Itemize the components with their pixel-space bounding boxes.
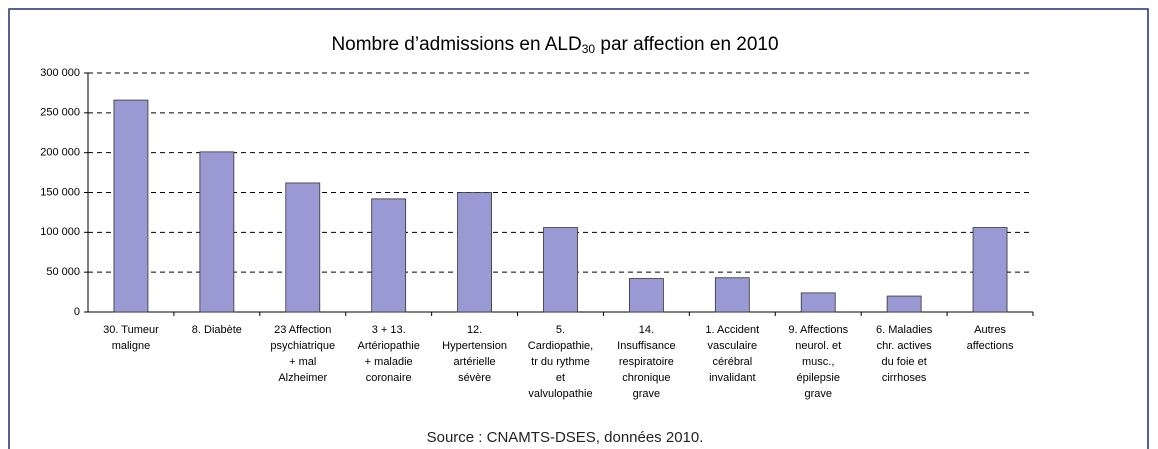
- x-tick-label: 14. Insuffisance respiratoire chronique grav…: [617, 324, 676, 400]
- x-tick-label-line: affections: [967, 340, 1014, 352]
- x-tick-label-line: coronaire: [366, 372, 412, 384]
- x-tick-label-line: 8. Diabète: [192, 324, 242, 336]
- x-tick-label: 8. Diabète: [192, 324, 242, 336]
- x-tick-label-line: chr. actives: [877, 340, 933, 352]
- x-tick-label-line: musc.,: [802, 356, 834, 368]
- x-tick-label-line: 23 Affection: [274, 324, 331, 336]
- x-tick-label-line: neurol. et: [795, 340, 841, 352]
- x-tick-label-line: Hypertension: [442, 340, 507, 352]
- bar: [972, 227, 1008, 313]
- x-tick-label-line: grave: [804, 388, 832, 400]
- y-tick-label: 100 000: [40, 226, 80, 238]
- x-tick-label-line: Insuffisance: [617, 340, 676, 352]
- bar: [371, 198, 407, 313]
- x-tick-label-line: Cardiopathie,: [528, 340, 593, 352]
- x-tick-label-line: du foie et: [882, 356, 927, 368]
- x-tick-label-line: maligne: [112, 340, 151, 352]
- x-tick-label-line: et: [556, 372, 565, 384]
- x-tick-label: 5. Cardiopathie, tr du rythme et valvulopath…: [528, 324, 593, 400]
- y-tick-label: 50 000: [46, 266, 80, 278]
- x-tick-label-line: 1. Accident: [705, 324, 759, 336]
- title-part: Nombre d’admissions en ALD: [331, 34, 581, 55]
- title-part: par affection en 2010: [595, 34, 778, 55]
- x-tick-label-line: 30. Tumeur: [103, 324, 159, 336]
- bar: [800, 292, 836, 313]
- x-tick-label-line: Autres: [974, 324, 1006, 336]
- x-tick-label: 30. Tumeur maligne: [103, 324, 159, 352]
- x-tick-label: 9. Affections neurol. et musc., épilepsie gr…: [788, 324, 848, 400]
- x-tick-label: 12. Hypertension artérielle sévère: [442, 324, 507, 384]
- x-tick-label-line: 3 + 13.: [372, 324, 406, 336]
- x-tick-label: Autres affections: [967, 324, 1014, 352]
- bar: [886, 295, 922, 313]
- source: Source : CNAMTS-DSES, données 2010.: [427, 429, 704, 446]
- x-tick-label-line: 9. Affections: [788, 324, 848, 336]
- y-tick-label: 150 000: [40, 186, 80, 198]
- frame: [8, 8, 1149, 449]
- x-tick-label: 1. Accident vasculaire cérébral invalidant: [705, 324, 759, 384]
- x-tick-label-line: 12.: [467, 324, 482, 336]
- y-tick-label: 0: [74, 306, 80, 318]
- x-tick-label-line: 5.: [556, 324, 565, 336]
- x-tick-label-line: tr du rythme: [531, 356, 590, 368]
- x-tick-label-line: cérébral: [712, 356, 752, 368]
- x-tick-label: 23 Affection psychiatrique + mal Alzheimer: [270, 324, 335, 384]
- bar: [457, 192, 492, 313]
- x-tick-label: 3 + 13. Artériopathie + maladie coronaire: [357, 324, 419, 384]
- x-tick-label-line: valvulopathie: [528, 388, 592, 400]
- x-tick-label-line: vasculaire: [708, 340, 758, 352]
- bar: [543, 227, 578, 313]
- y-tick-label: 200 000: [40, 147, 80, 159]
- x-tick-label-line: 6. Maladies: [876, 324, 933, 336]
- chart-title: Nombre d’admissions en ALD30 par affecti…: [331, 34, 778, 56]
- x-tick-label-line: grave: [633, 388, 661, 400]
- y-tick-label: 250 000: [40, 107, 80, 119]
- bar: [113, 99, 149, 313]
- x-tick-label-line: Artériopathie: [357, 340, 419, 352]
- x-tick-label-line: artérielle: [453, 356, 495, 368]
- x-tick-label-line: cirrhoses: [882, 372, 927, 384]
- x-tick-label-line: chronique: [622, 372, 670, 384]
- x-tick-label-line: + mal: [289, 356, 316, 368]
- x-tick-label: 6. Maladies chr. actives du foie et cirrhos…: [876, 324, 933, 384]
- x-tick-label-line: psychiatrique: [270, 340, 335, 352]
- x-tick-label-line: respiratoire: [619, 356, 674, 368]
- x-tick-label-line: Alzheimer: [278, 372, 327, 384]
- y-tick-label: 300 000: [40, 67, 80, 79]
- bar: [714, 277, 750, 313]
- x-tick-label-line: invalidant: [709, 372, 755, 384]
- x-tick-label-line: 14.: [639, 324, 654, 336]
- x-tick-label-line: + maladie: [365, 356, 413, 368]
- x-tick-label-line: épilepsie: [797, 372, 840, 384]
- bar: [285, 182, 321, 313]
- bar: [629, 278, 664, 313]
- x-tick-label-line: sévère: [458, 372, 491, 384]
- title-subscript: 30: [582, 42, 596, 56]
- bar: [199, 151, 235, 313]
